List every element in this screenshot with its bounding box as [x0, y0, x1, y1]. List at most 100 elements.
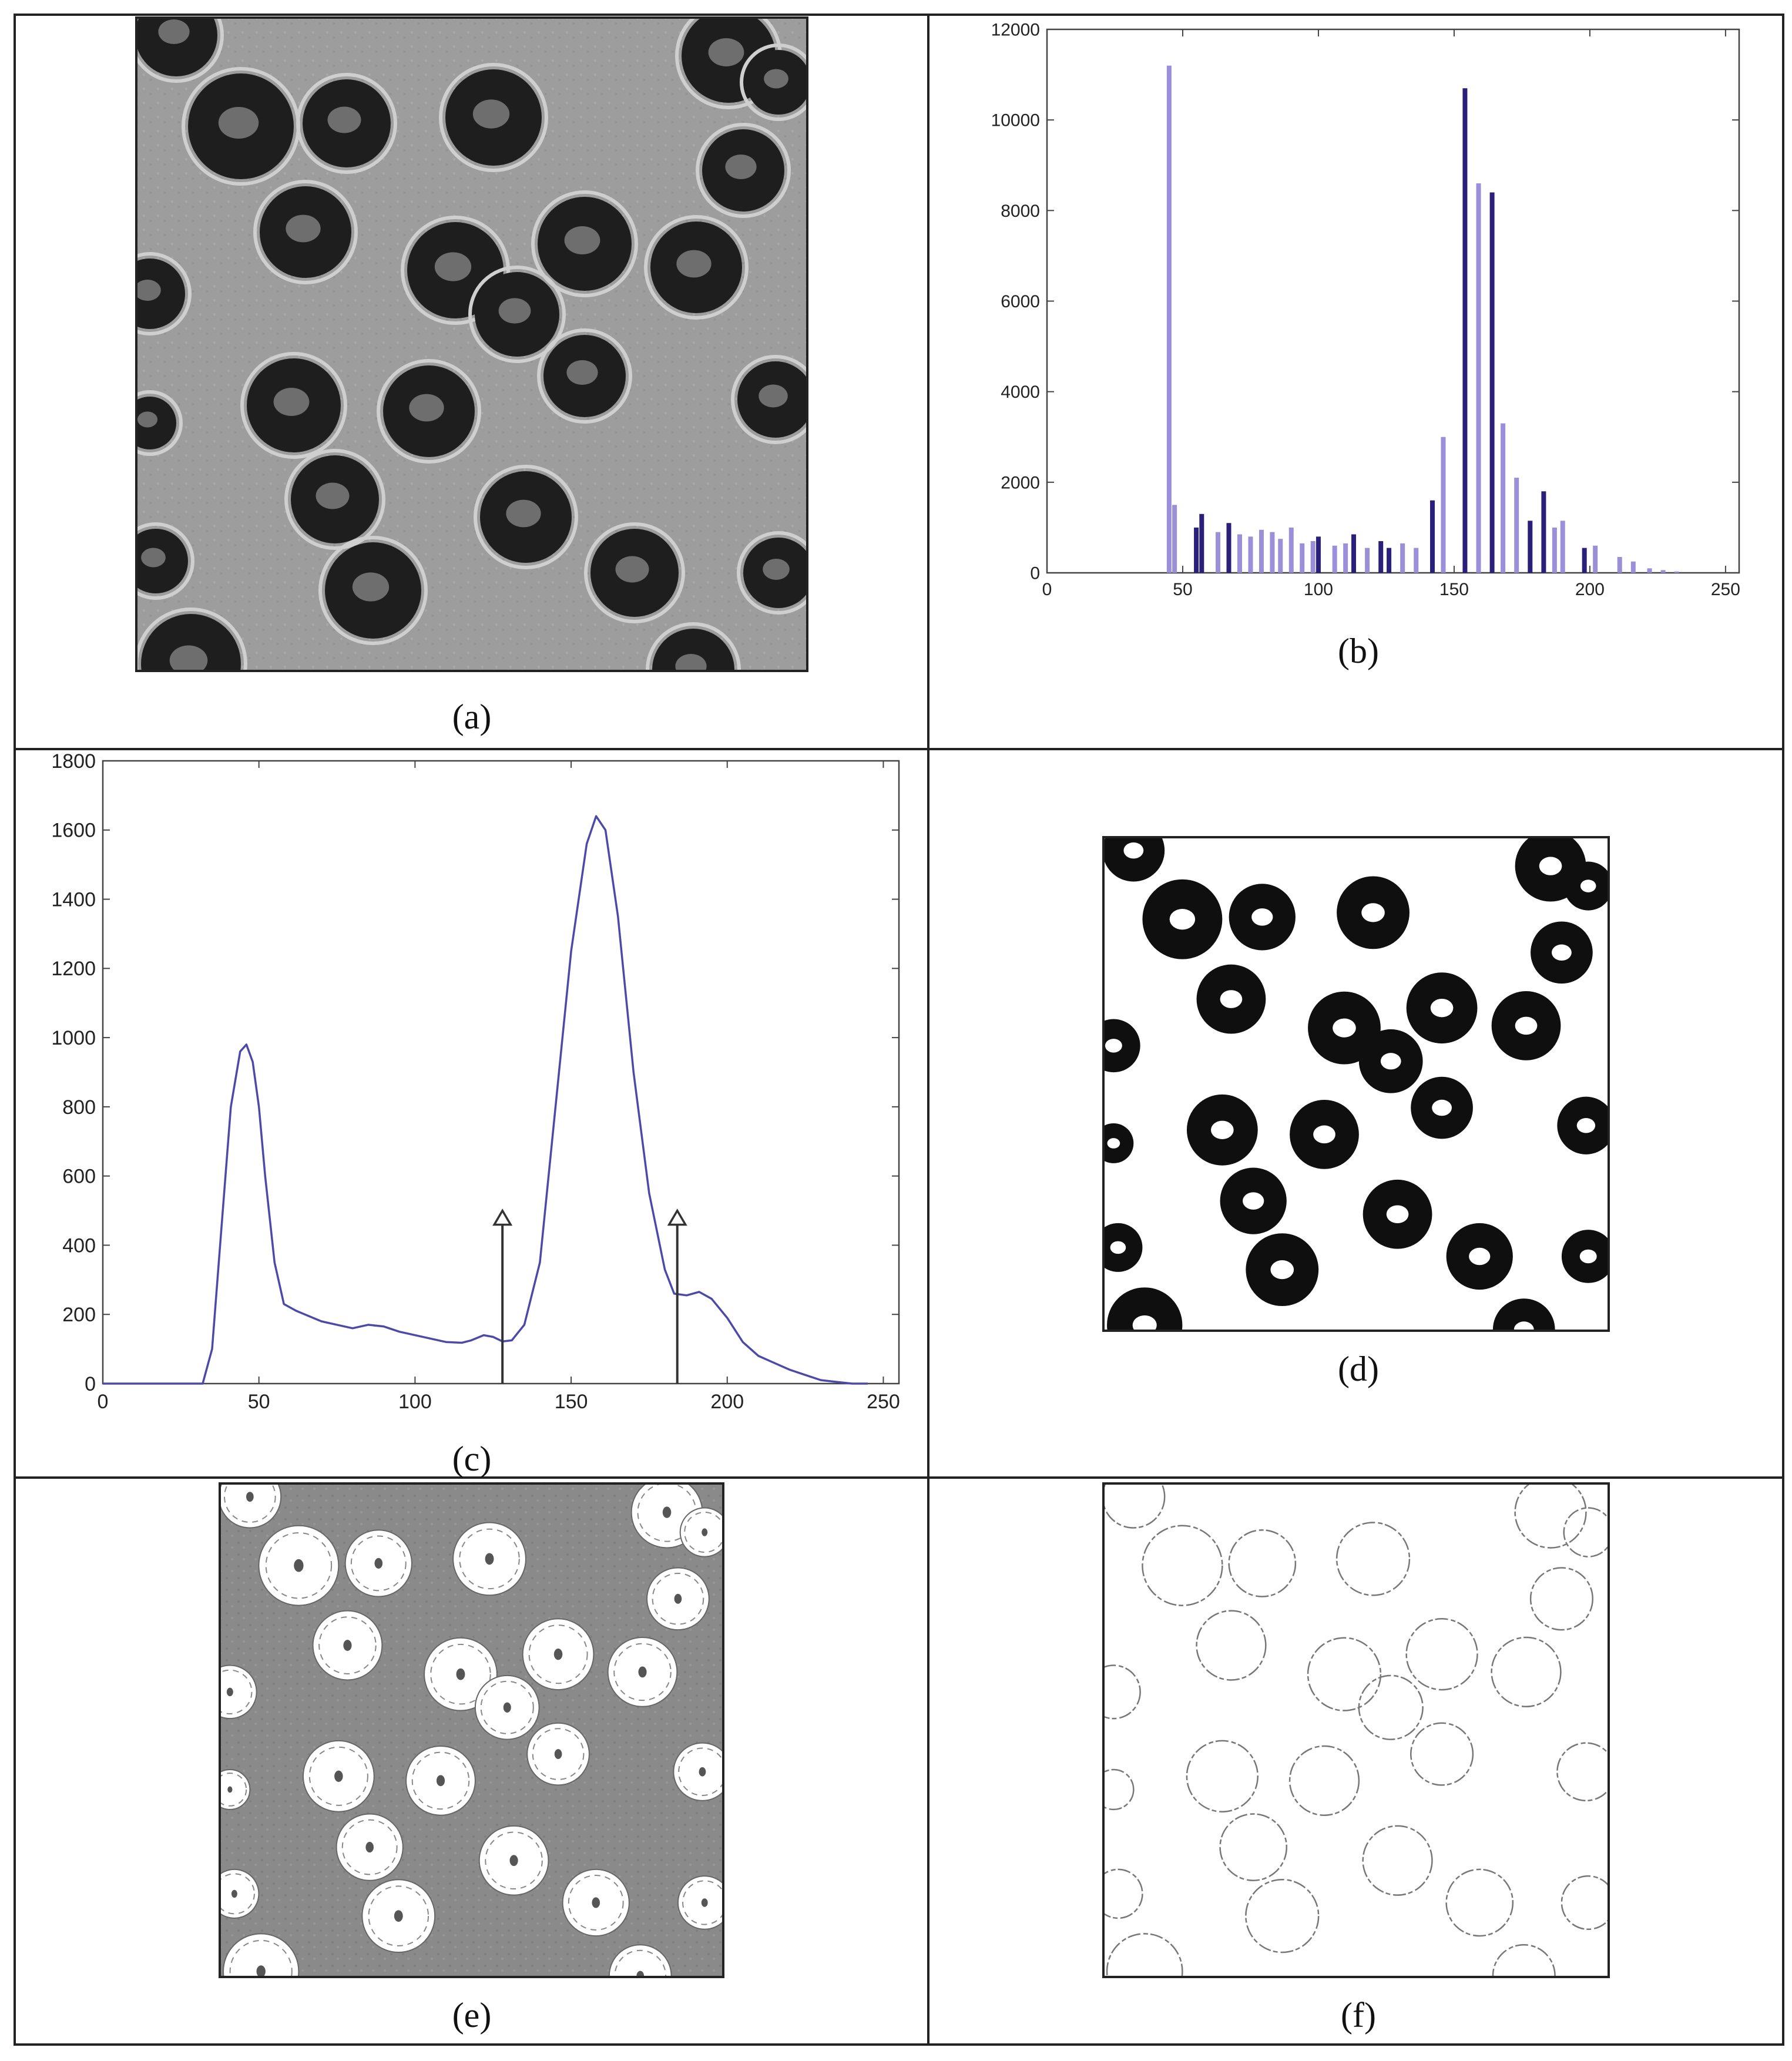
segmented-cell-ring [368, 1885, 429, 1946]
cell-halo [468, 266, 566, 363]
x-tick-label: 100 [1304, 580, 1333, 599]
binary-cell-hole [1105, 1039, 1122, 1053]
binary-cell-hole [1576, 1117, 1596, 1133]
histogram-bar [1216, 532, 1221, 573]
segmented-cell-spot [638, 1666, 647, 1678]
histogram-bar [1316, 536, 1321, 573]
x-tick-label: 150 [555, 1391, 588, 1413]
segmented-cell-ring [430, 1643, 491, 1705]
segmented-cell-ring [220, 1669, 253, 1714]
binary-cell-hole [1432, 1099, 1452, 1116]
binary-cell-hole [1580, 880, 1596, 892]
histogram-bar [1414, 548, 1419, 573]
cell-edge [1106, 1933, 1183, 1977]
cell-center [725, 155, 757, 179]
segmented-cell [673, 1742, 723, 1801]
y-tick-label: 0 [1030, 564, 1040, 583]
segmented-cell-spot [554, 1749, 562, 1760]
cell-edge [1103, 1868, 1143, 1919]
segmented-cell-spot [701, 1898, 708, 1907]
cell-halo [740, 43, 807, 121]
cell-edge [1142, 1525, 1223, 1606]
segmented-cell-ring [532, 1728, 585, 1780]
binary-cell-hole [1515, 1016, 1538, 1035]
cell-halo [537, 328, 632, 424]
binary-cell-hole [1361, 903, 1385, 922]
panel-c-smoothed-histogram: 0 50 100 150 200 250 0 200 400 600 800 1000 1200 1400… [51, 750, 900, 1413]
cell-center [506, 499, 541, 528]
cell-center [763, 559, 790, 580]
cell-edge [1219, 1813, 1288, 1881]
x-tick-label: 200 [710, 1391, 744, 1413]
caption-d: (d) [1338, 1350, 1379, 1388]
segmented-cell-ring [220, 1873, 255, 1915]
cell-edge [1514, 1483, 1587, 1549]
segmented-cell-ring [528, 1624, 588, 1684]
histogram-bar [1199, 513, 1204, 573]
histogram-bar [1332, 545, 1337, 573]
histogram-bar [1462, 88, 1468, 573]
segmented-cell-spot [294, 1559, 304, 1572]
segmented-cell-spot [592, 1897, 600, 1908]
cell-center [434, 252, 472, 281]
segmented-cell-ring [613, 1643, 672, 1701]
segmented-cell-spot [456, 1668, 465, 1680]
cell-edge [1103, 1483, 1166, 1529]
histogram-bar [1172, 505, 1177, 573]
cell-center [316, 482, 350, 509]
histogram-bar [1647, 568, 1652, 573]
cell-edge [1445, 1868, 1514, 1937]
cell-edge [1103, 1664, 1141, 1720]
cell-center [141, 548, 166, 568]
segmented-cell-spot [699, 1767, 706, 1777]
segmented-cell-spot [702, 1528, 708, 1536]
histogram-bar [1270, 532, 1275, 573]
segmented-cell-ring [318, 1616, 377, 1674]
segmented-cell-spot [256, 1965, 266, 1977]
histogram-bar [1378, 541, 1384, 573]
y-tick-label: 10000 [991, 111, 1040, 130]
binary-cell [1103, 837, 1165, 882]
cell-halo [474, 465, 578, 569]
segmented-cell-spot [509, 1855, 518, 1867]
cell-center [136, 280, 161, 301]
cell-edge [1335, 1522, 1411, 1596]
binary-cell-hole [1539, 857, 1562, 875]
segmented-cell-spot [394, 1910, 403, 1922]
segmented-cell-ring [229, 1939, 293, 1977]
histogram-bar [1582, 548, 1587, 573]
segmented-cell-ring [678, 1747, 723, 1796]
caption-c: (c) [452, 1439, 492, 1478]
y-tick-label: 1600 [51, 820, 96, 842]
y-tick-label: 600 [62, 1166, 96, 1188]
segmented-cell-ring [485, 1831, 543, 1890]
x-tick-label: 0 [1042, 580, 1052, 599]
cell-center [137, 411, 158, 428]
x-tick-label: 250 [867, 1391, 900, 1413]
cell-halo [296, 73, 397, 174]
cell-center [615, 556, 649, 583]
cell-halo [439, 63, 548, 172]
cell [136, 18, 217, 76]
panel-f-edge-map [1102, 1482, 1610, 1978]
segmented-cell [223, 1933, 300, 1977]
cell-center [169, 645, 208, 671]
binary-cell-hole [1386, 1205, 1409, 1224]
x-tick-label: 200 [1575, 580, 1605, 599]
binary-cell-hole [1333, 1018, 1356, 1038]
binary-cell-hole [1380, 1053, 1401, 1070]
segmented-cell-spot [343, 1640, 352, 1651]
histogram-bar [1552, 527, 1557, 573]
cell-center [564, 226, 600, 254]
cell-halo [284, 449, 385, 550]
plot-area [1046, 28, 1740, 574]
cell-center [764, 69, 788, 89]
binary-cell-hole [1169, 909, 1196, 930]
y-tick-label: 200 [62, 1304, 96, 1326]
segmented-cell-ring [220, 1773, 247, 1807]
segmented-cell-spot [374, 1558, 383, 1569]
histogram-bar [1237, 534, 1242, 573]
x-tick-label: 50 [1173, 580, 1192, 599]
histogram-bar [1528, 521, 1533, 573]
cell-edge [1358, 1674, 1424, 1740]
